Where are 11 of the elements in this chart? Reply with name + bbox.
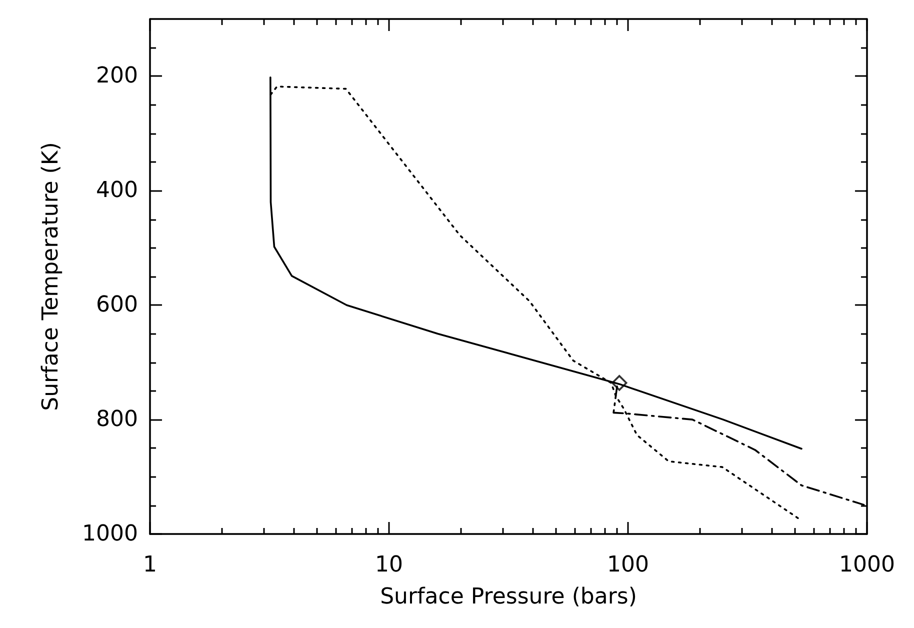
- x-axis-title: Surface Pressure (bars): [380, 584, 637, 610]
- x-tick-label: 1: [143, 552, 157, 578]
- y-tick-label: 1000: [82, 522, 138, 546]
- x-tick-label: 100: [607, 552, 649, 578]
- y-tick-label: 600: [96, 292, 138, 318]
- y-axis-title: Surface Temperature (K): [38, 142, 64, 411]
- y-tick-label: 400: [96, 178, 138, 204]
- x-tick-label: 10: [375, 552, 403, 578]
- y-tick-label: 800: [96, 407, 138, 432]
- x-tick-label: 1000: [839, 552, 895, 578]
- y-tick-label: 200: [96, 64, 138, 89]
